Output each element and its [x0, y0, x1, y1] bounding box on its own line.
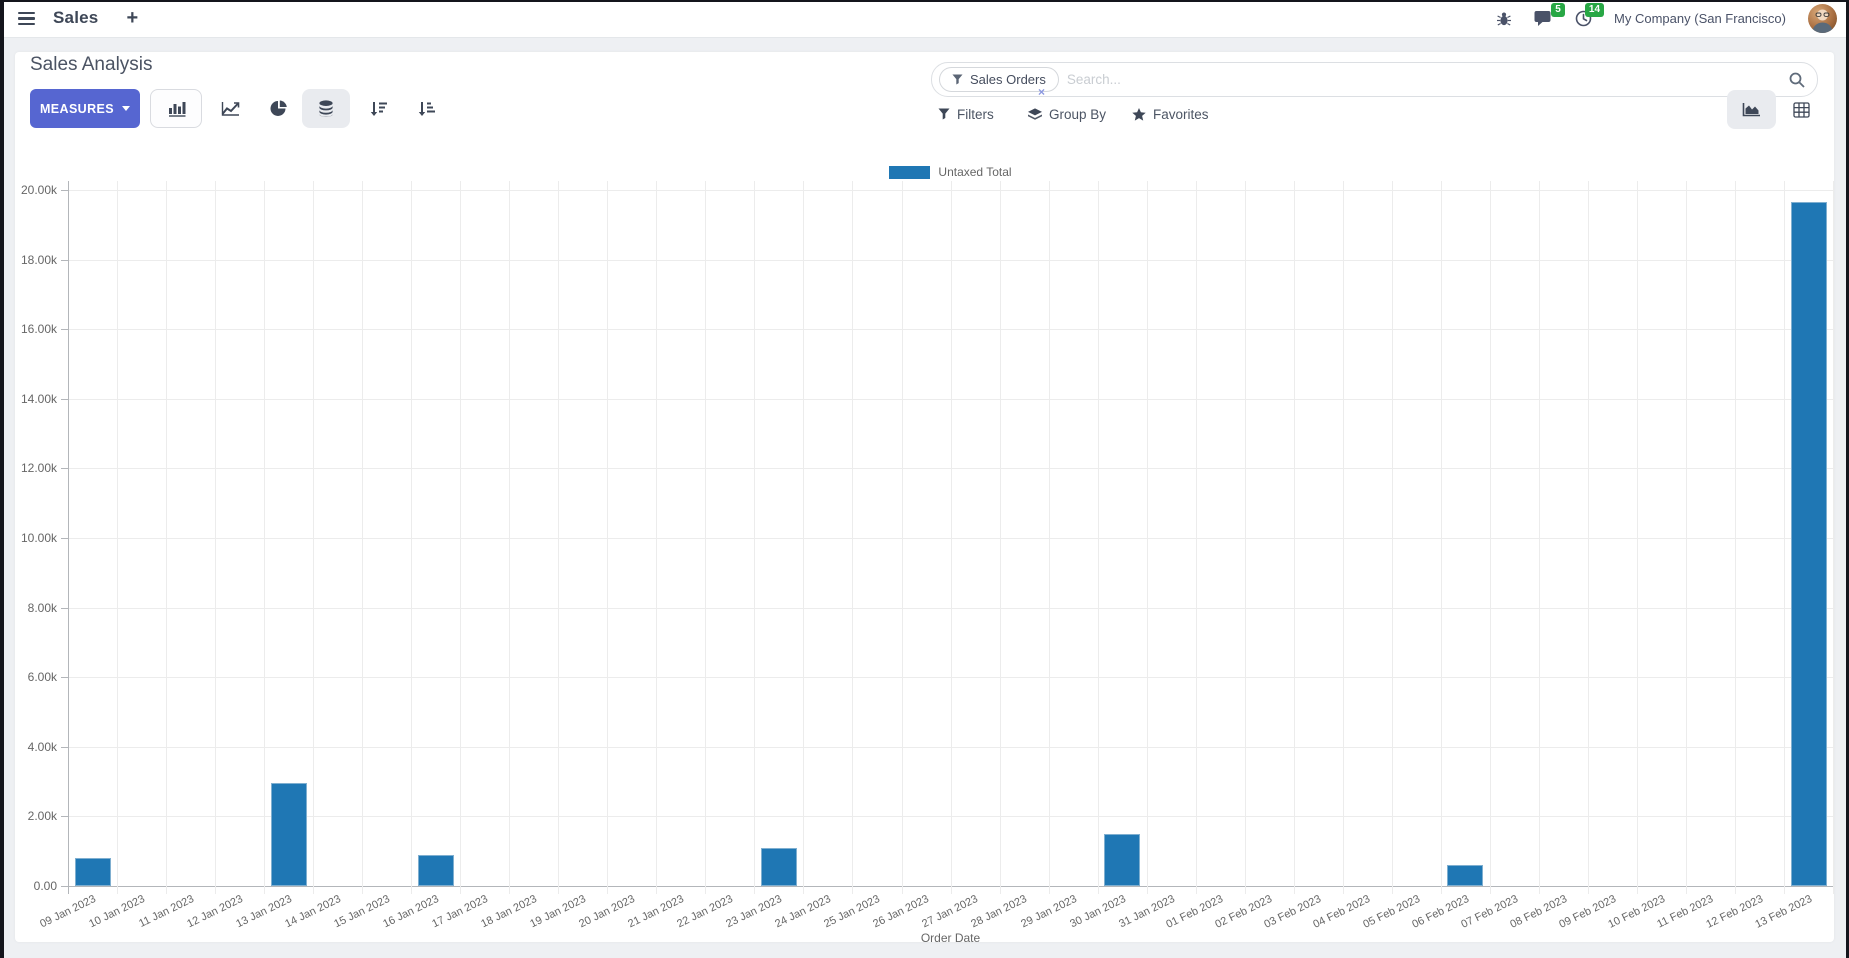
sort-ascending-button[interactable]	[402, 89, 450, 128]
area-chart-icon	[1742, 103, 1760, 117]
messages-count-badge: 5	[1551, 3, 1566, 17]
sort-descending-button[interactable]	[354, 89, 402, 128]
graph-view-button[interactable]	[1727, 90, 1776, 129]
pie-chart-icon	[270, 100, 287, 116]
database-icon	[319, 100, 333, 117]
bar-23-jan-2023[interactable]	[760, 848, 797, 886]
bar-16-jan-2023[interactable]	[417, 854, 454, 886]
line-chart-mode-button[interactable]	[206, 89, 254, 128]
measures-button[interactable]: MEASURES	[30, 89, 140, 128]
bar-09-jan-2023[interactable]	[74, 857, 111, 886]
search-input[interactable]	[1066, 72, 1781, 87]
bar-06-feb-2023[interactable]	[1447, 865, 1484, 886]
pivot-view-button[interactable]	[1779, 90, 1823, 129]
filters-funnel-icon	[938, 108, 950, 120]
caret-down-icon	[122, 106, 131, 111]
debug-bug-icon[interactable]	[1496, 11, 1512, 27]
content-panel	[15, 52, 1834, 942]
bar-13-jan-2023[interactable]	[270, 783, 307, 886]
window-edge-left	[0, 0, 4, 958]
bar-chart-mode-button[interactable]	[150, 89, 202, 128]
search-icon[interactable]	[1789, 72, 1805, 88]
group-by-layers-icon	[1028, 107, 1042, 121]
favorites-star-icon	[1132, 107, 1146, 121]
filter-funnel-icon	[952, 74, 963, 85]
facet-label: Sales Orders	[970, 72, 1046, 87]
top-navbar: Sales + 5 14 My C	[0, 0, 1849, 38]
search-facet-sales-orders[interactable]: Sales Orders	[939, 67, 1059, 92]
bar-30-jan-2023[interactable]	[1104, 833, 1141, 886]
search-bar[interactable]: Sales Orders	[931, 62, 1818, 97]
sort-asc-icon	[418, 101, 435, 116]
remove-facet-button[interactable]: ×	[1038, 85, 1046, 99]
favorites-button[interactable]: Favorites	[1132, 99, 1209, 129]
line-chart-icon	[221, 102, 239, 116]
pie-chart-mode-button[interactable]	[254, 89, 302, 128]
sort-desc-icon	[370, 101, 387, 116]
company-switcher[interactable]: My Company (San Francisco)	[1614, 11, 1786, 26]
group-by-label: Group By	[1049, 106, 1107, 122]
window-edge-top	[0, 0, 1849, 2]
activities-clock-icon[interactable]: 14	[1575, 3, 1605, 27]
apps-menu-icon[interactable]	[14, 8, 39, 29]
bar-13-feb-2023[interactable]	[1790, 202, 1827, 886]
measures-label: MEASURES	[39, 101, 115, 116]
activities-count-badge: 14	[1584, 3, 1605, 17]
new-tab-button[interactable]: +	[126, 7, 139, 30]
bar-chart-icon	[168, 102, 185, 117]
favorites-label: Favorites	[1153, 106, 1209, 122]
stacked-toggle-button[interactable]	[302, 89, 350, 128]
filters-label: Filters	[957, 106, 994, 122]
window-edge-right	[1846, 0, 1849, 958]
user-avatar[interactable]	[1808, 4, 1837, 33]
filters-button[interactable]: Filters	[938, 99, 994, 129]
page-title: Sales Analysis	[30, 54, 153, 75]
pivot-table-icon	[1792, 101, 1810, 118]
app-name[interactable]: Sales	[53, 8, 99, 28]
messages-icon[interactable]: 5	[1534, 3, 1566, 27]
group-by-button[interactable]: Group By	[1028, 99, 1106, 129]
